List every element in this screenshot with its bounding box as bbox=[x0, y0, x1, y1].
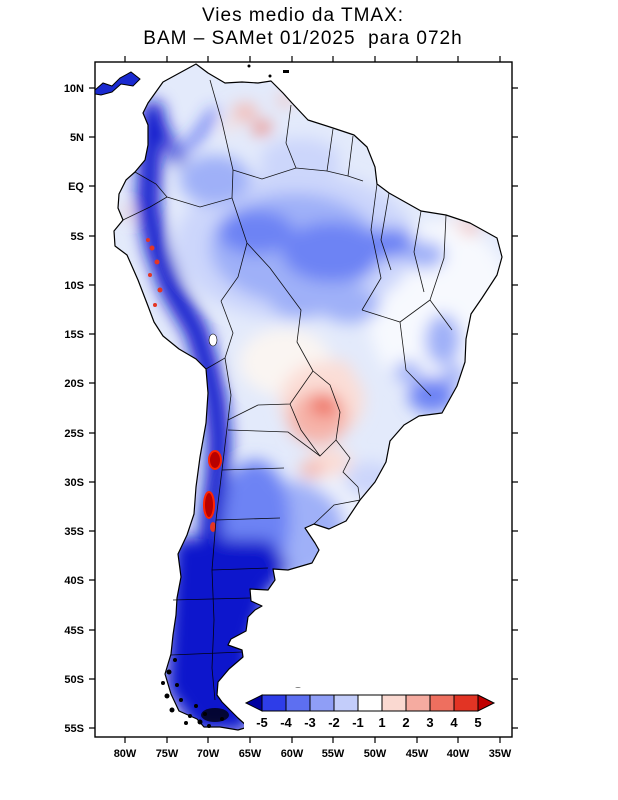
chart-title-line2: BAM – SAMet 01/2025 para 072h bbox=[143, 28, 462, 49]
axis-ticks bbox=[89, 56, 518, 743]
colorbar-label: -3 bbox=[304, 715, 316, 730]
lat-tick-label: 20S bbox=[64, 378, 84, 390]
colorbar-segment bbox=[261, 694, 287, 712]
lat-tick-label: EQ bbox=[68, 181, 84, 193]
colorbar-segment bbox=[429, 694, 455, 712]
colorbar-label: 3 bbox=[426, 715, 433, 730]
colorbar-right-arrow bbox=[477, 694, 496, 712]
lon-tick-label: 40W bbox=[447, 748, 470, 760]
lat-tick-label: 55S bbox=[64, 723, 84, 735]
lat-axis: 10N 5N EQ 5S 10S 15S 20S 25S 30S 35S 40S… bbox=[64, 83, 85, 735]
lat-tick-label: 10N bbox=[64, 83, 84, 95]
lon-tick-label: 55W bbox=[322, 748, 345, 760]
colorbar-segment bbox=[285, 694, 311, 712]
colorbar-segment bbox=[333, 694, 359, 712]
lat-tick-label: 25S bbox=[64, 428, 84, 440]
lat-tick-label: 35S bbox=[64, 526, 84, 538]
colorbar-labels: -5 -4 -3 -2 -1 1 2 3 4 5 bbox=[256, 715, 481, 730]
lat-tick-label: 10S bbox=[64, 280, 84, 292]
colorbar: -5 -4 -3 -2 -1 1 2 3 4 5 bbox=[244, 688, 500, 734]
lat-tick-label: 30S bbox=[64, 477, 84, 489]
lon-axis: 80W 75W 70W 65W 60W 55W 50W 45W 40W 35W bbox=[114, 748, 512, 760]
lat-tick-label: 40S bbox=[64, 575, 84, 587]
colorbar-segment bbox=[309, 694, 335, 712]
lon-tick-label: 75W bbox=[156, 748, 179, 760]
lat-tick-label: 50S bbox=[64, 674, 84, 686]
lat-tick-label: 45S bbox=[64, 625, 84, 637]
colorbar-segment bbox=[405, 694, 431, 712]
colorbar-label: -1 bbox=[352, 715, 364, 730]
colorbar-label: 2 bbox=[402, 715, 409, 730]
colorbar-segment bbox=[453, 694, 479, 712]
colorbar-label: 1 bbox=[378, 715, 385, 730]
colorbar-label: -4 bbox=[280, 715, 292, 730]
lon-tick-label: 60W bbox=[281, 748, 304, 760]
lat-tick-label: 15S bbox=[64, 329, 84, 341]
colorbar-label: -2 bbox=[328, 715, 340, 730]
lon-tick-label: 70W bbox=[197, 748, 220, 760]
fjord-speckles bbox=[161, 658, 229, 728]
south-america-coastline bbox=[113, 63, 503, 731]
chart-title-line1: Vies medio da TMAX: bbox=[202, 5, 404, 26]
colorbar-label: 5 bbox=[474, 715, 481, 730]
lon-tick-label: 45W bbox=[406, 748, 429, 760]
lake-titicaca bbox=[208, 333, 218, 347]
colorbar-segment bbox=[357, 694, 383, 712]
central-america-fragment bbox=[94, 71, 141, 96]
lon-tick-label: 80W bbox=[114, 748, 137, 760]
chile-warm-bias-spots bbox=[203, 450, 222, 532]
colorbar-segment bbox=[381, 694, 407, 712]
lon-tick-label: 65W bbox=[239, 748, 262, 760]
lat-tick-label: 5S bbox=[71, 231, 84, 243]
colorbar-label: 4 bbox=[450, 715, 458, 730]
lon-tick-label: 50W bbox=[364, 748, 387, 760]
colorbar-label: -5 bbox=[256, 715, 268, 730]
lat-tick-label: 5N bbox=[70, 132, 84, 144]
country-borders bbox=[122, 79, 453, 701]
lon-tick-label: 35W bbox=[489, 748, 512, 760]
peru-coast-red-spots bbox=[146, 238, 163, 307]
